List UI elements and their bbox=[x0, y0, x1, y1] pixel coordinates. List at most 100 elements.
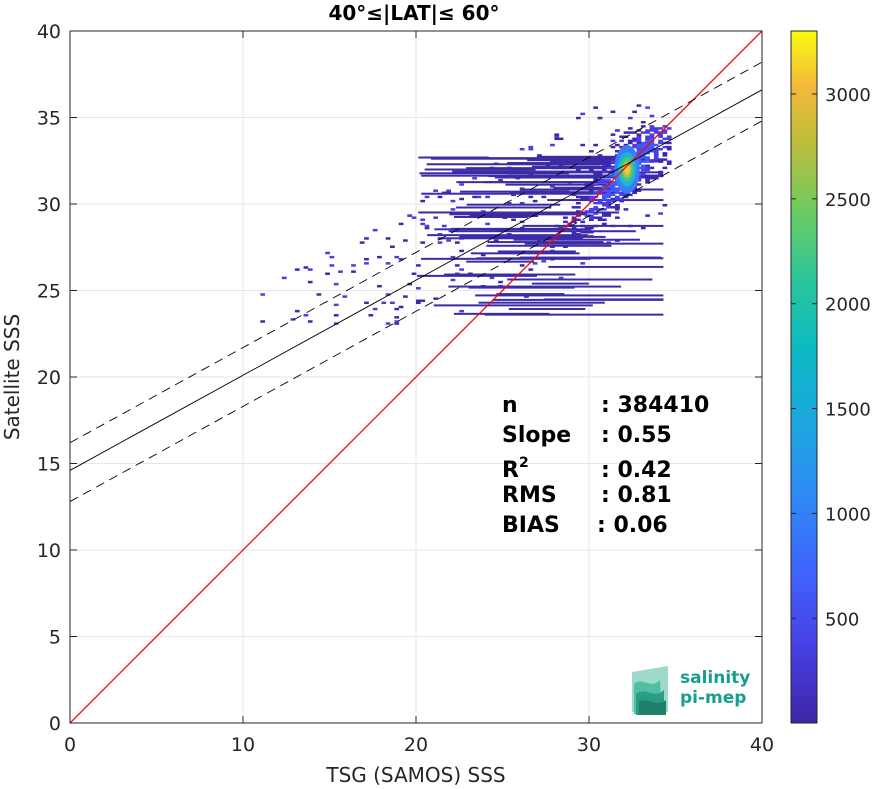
density-cell bbox=[597, 179, 603, 182]
density-cell bbox=[606, 160, 612, 163]
density-cell bbox=[610, 139, 616, 143]
density-streak bbox=[496, 293, 565, 296]
y-axis-title: Satellite SSS bbox=[0, 314, 24, 440]
density-cell bbox=[606, 214, 612, 217]
density-cell bbox=[394, 255, 400, 259]
density-streak bbox=[461, 235, 606, 238]
density-cell bbox=[593, 172, 599, 176]
density-streak bbox=[449, 213, 588, 216]
density-cell bbox=[610, 145, 616, 149]
density-cell bbox=[480, 253, 486, 257]
density-cell bbox=[532, 262, 538, 265]
density-cell bbox=[610, 206, 616, 209]
colorbar bbox=[790, 30, 818, 724]
density-cell bbox=[653, 147, 659, 151]
density-cell bbox=[597, 172, 603, 176]
density-cell bbox=[658, 170, 663, 174]
density-streak bbox=[466, 260, 535, 263]
density-cell bbox=[584, 210, 590, 213]
density-cell bbox=[480, 210, 486, 213]
density-cell bbox=[450, 255, 456, 259]
density-cell bbox=[260, 320, 266, 323]
x-axis-title: TSG (SAMOS) SSS bbox=[325, 763, 505, 787]
density-cell bbox=[541, 260, 547, 263]
density-streak bbox=[470, 252, 580, 255]
stat-value: : 0.42 bbox=[601, 458, 672, 483]
density-cell bbox=[619, 139, 624, 143]
density-cell bbox=[610, 193, 616, 197]
density-cell bbox=[610, 189, 616, 192]
density-cell bbox=[576, 206, 581, 209]
density-streak bbox=[486, 244, 612, 247]
density-cell bbox=[601, 197, 607, 201]
density-cell bbox=[589, 168, 594, 172]
density-cell bbox=[666, 162, 672, 165]
density-cell bbox=[610, 133, 616, 136]
density-cell bbox=[372, 228, 378, 232]
density-cell bbox=[601, 189, 607, 192]
density-cell bbox=[528, 195, 534, 199]
density-cell bbox=[593, 183, 599, 186]
density-cell bbox=[485, 222, 490, 226]
density-streak bbox=[448, 230, 636, 233]
density-cell bbox=[649, 145, 655, 149]
density-cell bbox=[658, 127, 663, 130]
colorbar-ticks: 500 1000 1500 2000 2500 3000 bbox=[791, 85, 871, 630]
density-cell bbox=[666, 135, 672, 138]
density-cell bbox=[441, 224, 447, 228]
density-cell bbox=[437, 241, 443, 244]
density-cell bbox=[645, 137, 650, 141]
density-cell bbox=[593, 216, 599, 219]
density-cell bbox=[636, 183, 642, 186]
density-streak bbox=[466, 203, 561, 206]
density-cell bbox=[411, 272, 417, 275]
density-cell bbox=[580, 241, 586, 244]
density-streak bbox=[448, 285, 622, 288]
density-cell bbox=[593, 177, 599, 180]
density-cell bbox=[610, 183, 616, 186]
density-cell bbox=[550, 143, 555, 147]
density-cell bbox=[394, 320, 400, 323]
density-streak bbox=[418, 211, 620, 214]
density-cell bbox=[571, 193, 577, 197]
density-cell bbox=[385, 322, 391, 325]
density-cell bbox=[294, 268, 300, 271]
density-streak bbox=[484, 313, 664, 316]
density-cell bbox=[614, 189, 620, 192]
density-cell bbox=[632, 143, 637, 147]
density-cell bbox=[666, 160, 672, 163]
density-cell bbox=[640, 226, 646, 230]
density-cell bbox=[550, 245, 555, 248]
density-cell bbox=[390, 245, 395, 248]
density-streak bbox=[456, 206, 552, 209]
density-cell bbox=[606, 206, 612, 209]
density-cell bbox=[459, 249, 464, 253]
density-cell bbox=[640, 141, 646, 145]
density-streak bbox=[460, 190, 570, 193]
density-cell bbox=[606, 199, 612, 203]
density-cell bbox=[601, 193, 607, 197]
density-cell bbox=[519, 201, 525, 205]
density-cell bbox=[338, 270, 343, 273]
density-cell bbox=[610, 160, 616, 163]
density-cell bbox=[307, 268, 313, 271]
density-cell bbox=[610, 187, 616, 190]
density-cell bbox=[424, 226, 430, 230]
density-cell bbox=[437, 195, 443, 199]
density-cell bbox=[614, 150, 620, 153]
density-cell bbox=[649, 127, 655, 130]
density-cell bbox=[658, 212, 663, 215]
density-cell bbox=[593, 143, 599, 147]
density-cell bbox=[606, 179, 612, 182]
density-cell bbox=[619, 193, 624, 197]
density-cell bbox=[606, 204, 612, 207]
density-streak bbox=[434, 228, 592, 231]
density-cell bbox=[528, 145, 534, 149]
density-cell bbox=[416, 299, 421, 302]
density-streak bbox=[426, 163, 601, 166]
density-cell bbox=[398, 305, 404, 309]
density-cell bbox=[584, 195, 590, 199]
density-streak bbox=[427, 234, 589, 237]
density-cell bbox=[307, 280, 313, 284]
